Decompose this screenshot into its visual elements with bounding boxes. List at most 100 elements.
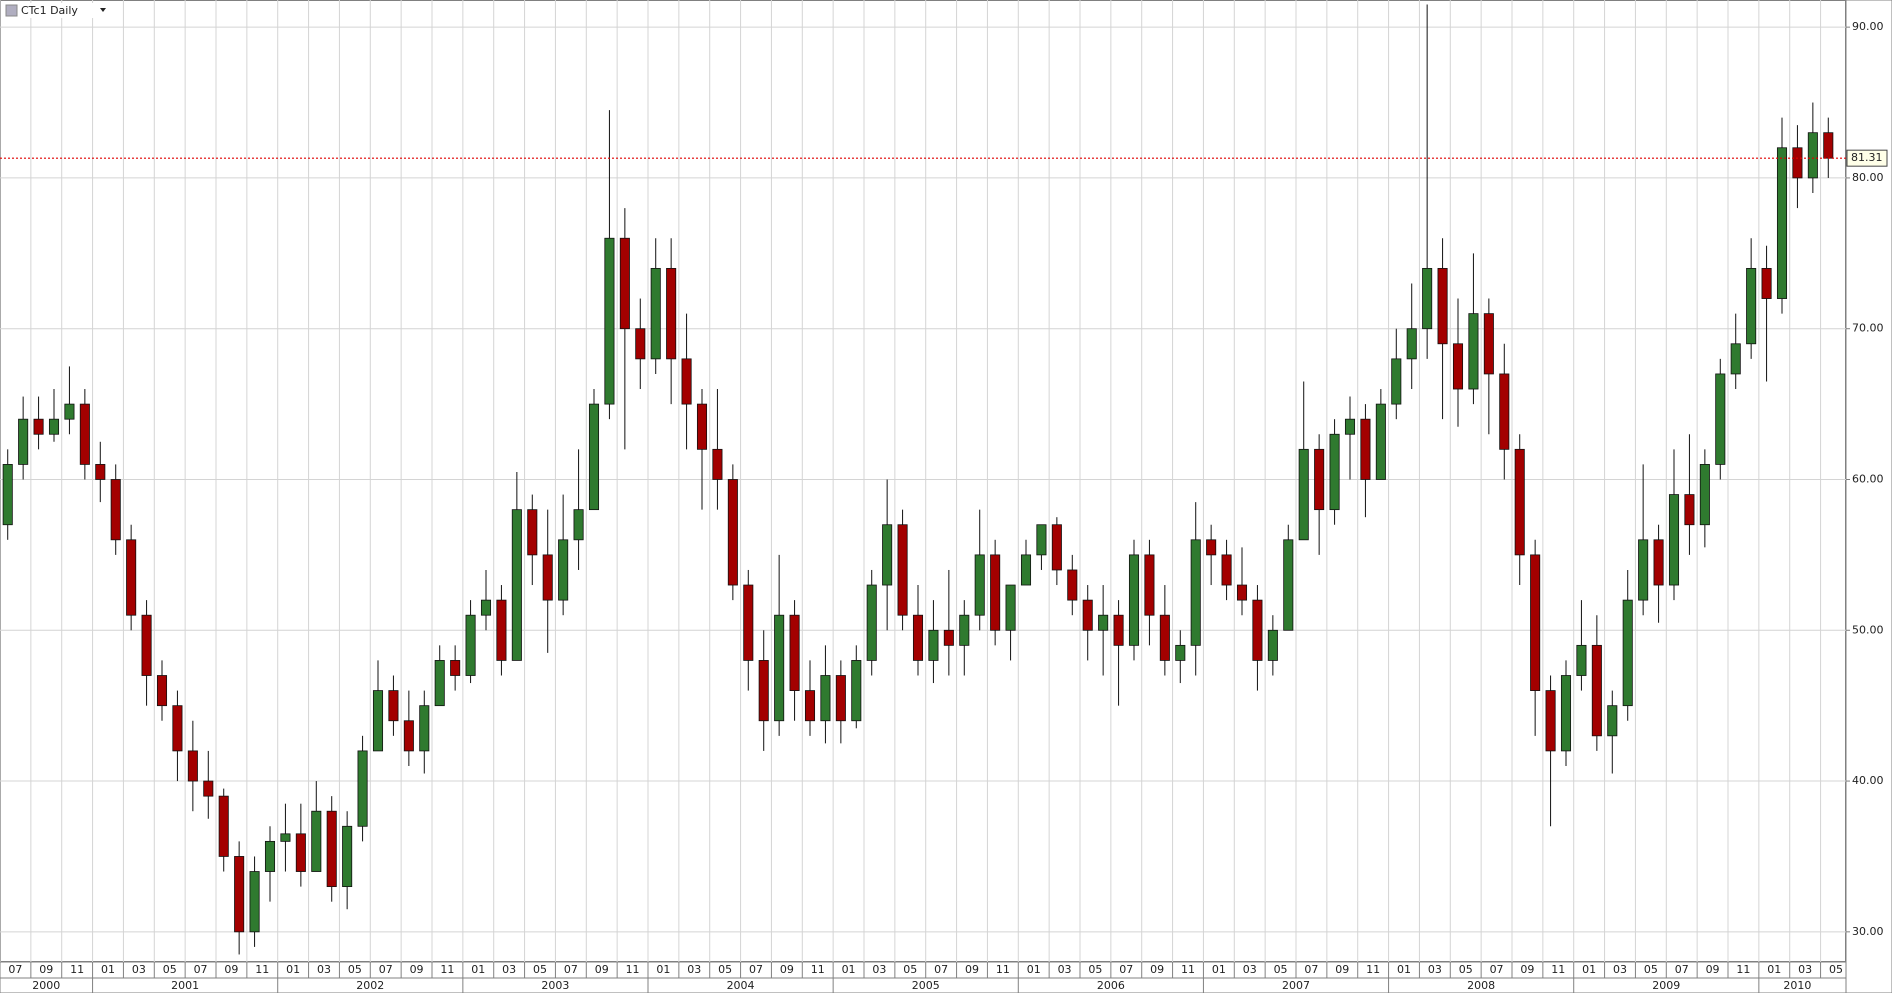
candle-body	[1329, 433, 1340, 511]
candle-body	[804, 690, 816, 722]
candle-body	[1422, 267, 1433, 330]
x-tick-label: 11	[70, 963, 84, 976]
year-label: 2010	[1783, 979, 1811, 992]
x-tick-label: 11	[255, 963, 269, 976]
year-label: 2004	[727, 979, 755, 992]
candle-body	[1221, 554, 1232, 586]
candle-body	[79, 403, 90, 465]
dropdown-arrow[interactable]	[100, 8, 106, 12]
candle-body	[1128, 554, 1140, 646]
candle-body	[1159, 614, 1170, 661]
candle-body	[1499, 373, 1510, 450]
candle-body	[558, 539, 569, 601]
x-tick-label: 11	[1181, 963, 1195, 976]
candle-body	[990, 554, 1001, 631]
candle-body	[758, 660, 769, 722]
candle-body	[295, 833, 306, 872]
title-bg	[3, 3, 113, 18]
candle-body	[1792, 147, 1803, 179]
x-tick-label: 09	[1706, 963, 1720, 976]
candle-body	[1514, 448, 1525, 556]
candle-body	[573, 509, 584, 541]
candle-body	[64, 403, 75, 420]
candle-body	[1761, 267, 1772, 299]
candle-body	[789, 614, 800, 691]
y-tick-label: 30.00	[1852, 925, 1884, 938]
x-tick-label: 01	[1582, 963, 1596, 976]
candle-body	[727, 479, 738, 586]
candle-body	[1668, 494, 1680, 586]
year-label: 2008	[1467, 979, 1495, 992]
candle-body	[912, 614, 924, 661]
candle-body	[681, 358, 692, 405]
candle-body	[1823, 132, 1834, 159]
candle-body	[434, 660, 445, 707]
candle-body	[1283, 539, 1294, 631]
candle-body	[1576, 644, 1587, 676]
candle-body	[588, 403, 600, 511]
x-tick-label: 11	[626, 963, 640, 976]
candle-body	[835, 675, 846, 722]
x-tick-label: 07	[1304, 963, 1318, 976]
x-tick-label: 03	[687, 963, 701, 976]
x-tick-label: 07	[1119, 963, 1133, 976]
candle-body	[1020, 554, 1032, 586]
x-tick-label: 09	[1150, 963, 1164, 976]
x-tick-label: 09	[780, 963, 794, 976]
candle-body	[156, 675, 168, 707]
candle-body	[943, 629, 954, 646]
title-box[interactable]: CTc1 Daily	[3, 3, 113, 18]
x-tick-label: 09	[595, 963, 609, 976]
x-tick-label: 09	[39, 963, 53, 976]
candle-body	[388, 690, 399, 722]
candle-body	[450, 660, 461, 676]
x-tick-label: 09	[965, 963, 979, 976]
title-icon	[5, 4, 18, 17]
x-tick-label: 07	[194, 963, 208, 976]
candle-body	[851, 660, 862, 722]
candle-body	[650, 267, 661, 360]
candle-body	[1051, 524, 1062, 571]
candle-body	[1098, 614, 1109, 631]
x-tick-label: 03	[1798, 963, 1812, 976]
x-tick-label: 09	[224, 963, 238, 976]
candle-body	[527, 509, 538, 556]
candle-body	[95, 464, 106, 480]
x-tick-label: 09	[1335, 963, 1349, 976]
x-tick-label: 11	[996, 963, 1010, 976]
x-tick-label: 01	[1027, 963, 1041, 976]
x-tick-label: 03	[1428, 963, 1442, 976]
candle-body	[1082, 599, 1093, 631]
y-tick-label: 70.00	[1852, 322, 1884, 335]
candle-body	[1437, 267, 1448, 345]
x-tick-label: 01	[101, 963, 115, 976]
candle-body	[1699, 464, 1710, 526]
candle-body	[1360, 418, 1371, 480]
y-tick-label: 80.00	[1852, 171, 1884, 184]
candle-body	[126, 539, 137, 616]
candle-body	[1684, 494, 1695, 526]
x-tick-label: 01	[1212, 963, 1226, 976]
candle-body	[326, 810, 337, 888]
x-tick-label: 11	[1366, 963, 1380, 976]
candle-body	[820, 675, 831, 722]
year-label: 2003	[541, 979, 569, 992]
candle-body	[218, 795, 229, 857]
candle-body	[1591, 644, 1602, 737]
candle-body	[187, 750, 198, 782]
candle-body	[866, 584, 877, 661]
chart-title[interactable]: CTc1 Daily	[21, 4, 78, 17]
x-tick-label: 11	[1551, 963, 1565, 976]
x-tick-label: 01	[471, 963, 485, 976]
candle-body	[1005, 584, 1016, 631]
candle-body	[372, 690, 384, 752]
x-tick-label: 03	[872, 963, 886, 976]
y-tick-label: 60.00	[1852, 472, 1884, 485]
candle-body	[141, 614, 152, 676]
candle-body	[1653, 539, 1664, 586]
year-label: 2005	[912, 979, 940, 992]
candle-body	[511, 509, 522, 661]
candle-body	[33, 418, 44, 435]
